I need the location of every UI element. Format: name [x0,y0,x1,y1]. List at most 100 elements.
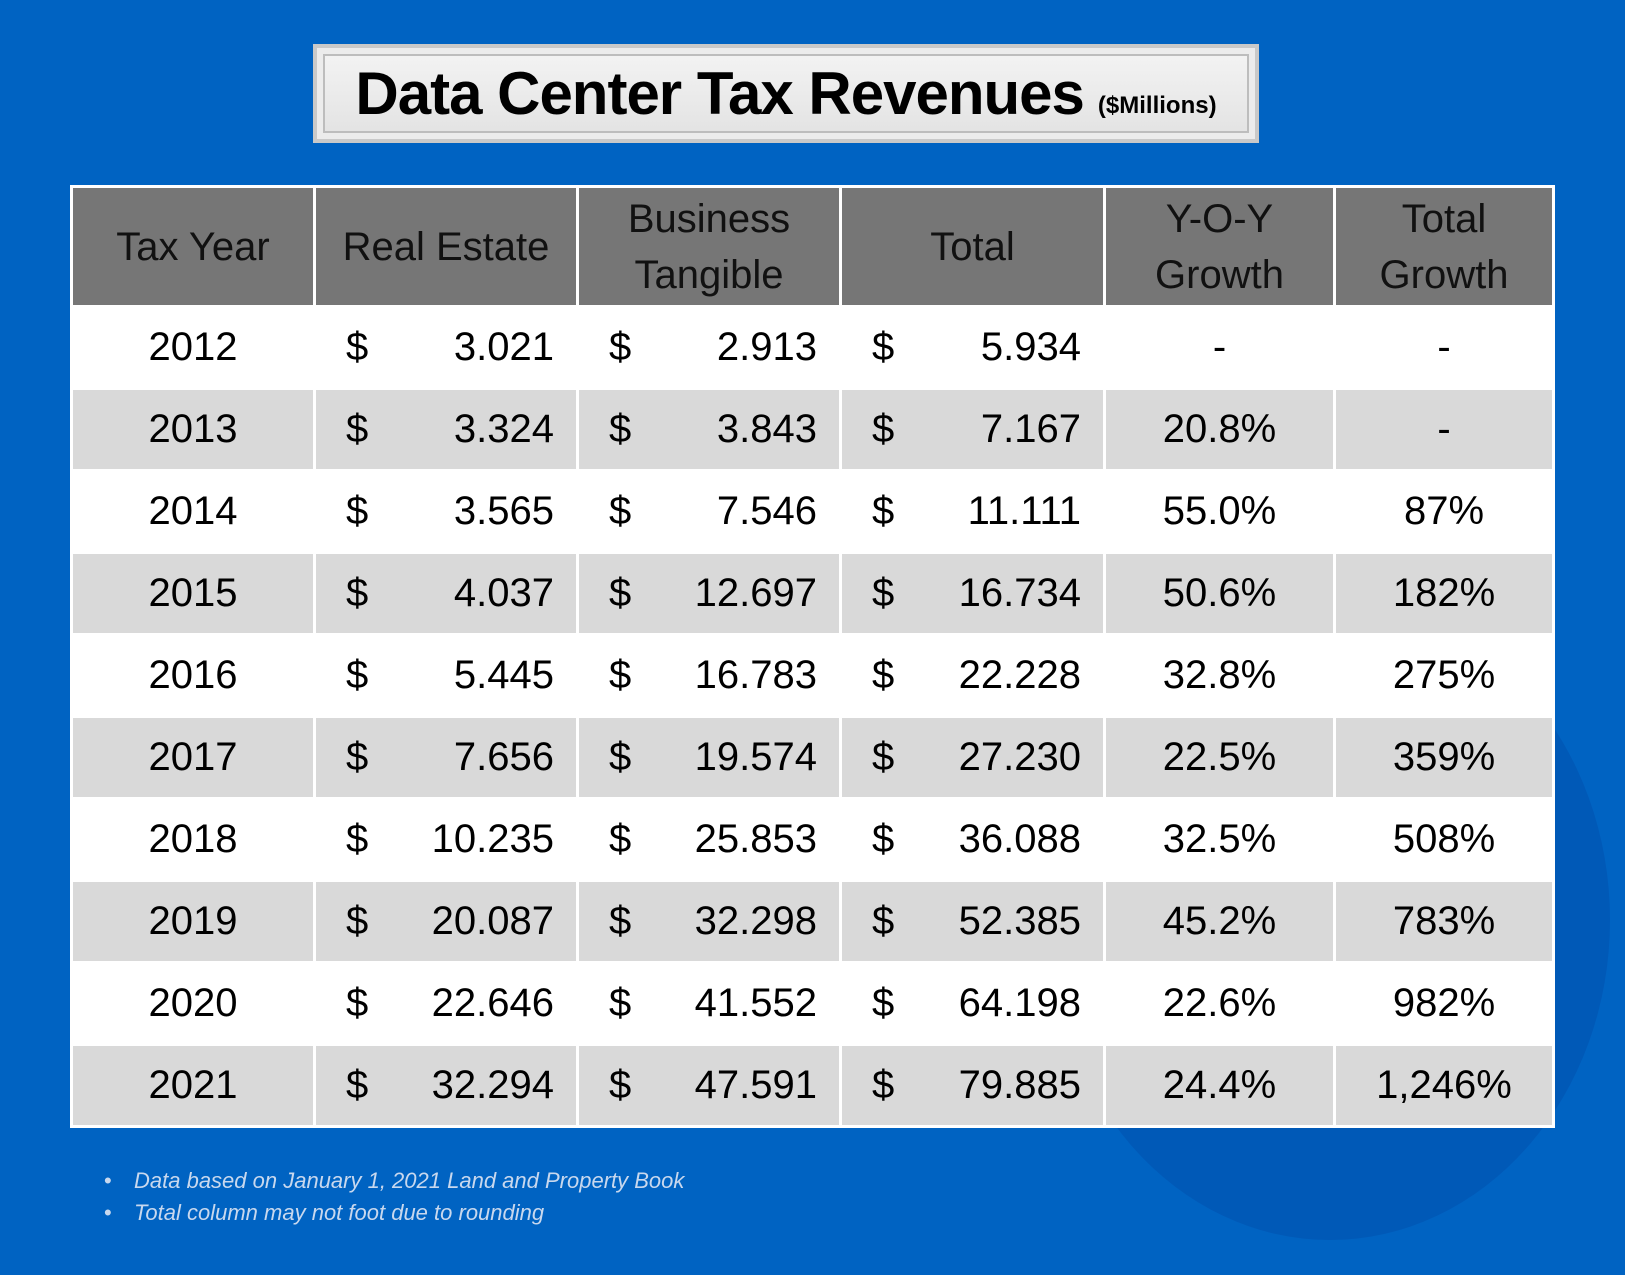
currency-symbol: $ [872,817,895,861]
amount: 3.843 [716,407,817,451]
money-value: $5.445 [316,653,576,698]
currency-symbol: $ [872,899,895,943]
cell-business: $3.843 [576,387,842,472]
money-value: $5.934 [842,325,1103,370]
cell-total-growth: 182% [1333,551,1555,636]
column-header: Y-O-Y Growth [1103,185,1336,308]
money-value: $25.853 [579,817,839,862]
table-row: 2018 $10.235 $25.853 $36.088 32.5% 508% [70,797,1555,882]
currency-symbol: $ [346,1063,369,1107]
currency-symbol: $ [872,1063,895,1107]
money-value: $32.298 [579,899,839,944]
cell-business: $41.552 [576,961,842,1046]
cell-yoy: 24.4% [1103,1043,1336,1128]
amount: 27.230 [958,735,1081,779]
money-value: $27.230 [842,735,1103,780]
currency-symbol: $ [609,653,632,697]
column-header: Business Tangible [576,185,842,308]
cell-total-growth: 1,246% [1333,1043,1555,1128]
amount: 64.198 [958,981,1081,1025]
cell-total: $36.088 [839,797,1106,882]
unit-label: ($Millions) [1097,91,1217,119]
currency-symbol: $ [609,981,632,1025]
cell-total: $27.230 [839,715,1106,800]
cell-business: $19.574 [576,715,842,800]
currency-symbol: $ [872,571,895,615]
cell-business: $2.913 [576,305,842,390]
amount: 3.021 [453,325,554,369]
table-row: 2012 $3.021 $2.913 $5.934- - [70,305,1555,390]
money-value: $19.574 [579,735,839,780]
currency-symbol: $ [346,407,369,451]
amount: 32.298 [694,899,817,943]
cell-real-estate: $20.087 [313,879,579,964]
amount: 3.565 [453,489,554,533]
table-row: 2014 $3.565 $7.546 $11.111 55.0% 87% [70,469,1555,554]
cell-total: $52.385 [839,879,1106,964]
currency-symbol: $ [346,571,369,615]
currency-symbol: $ [346,735,369,779]
amount: 22.646 [431,981,554,1025]
currency-symbol: $ [609,571,632,615]
amount: 22.228 [958,653,1081,697]
cell-year: 2021 [70,1043,316,1128]
currency-symbol: $ [872,735,895,779]
footnote-text: Data based on January 1, 2021 Land and P… [134,1168,685,1193]
money-value: $3.324 [316,407,576,452]
cell-year: 2020 [70,961,316,1046]
money-value: $22.646 [316,981,576,1026]
currency-symbol: $ [609,407,632,451]
table-row: 2019 $20.087 $32.298 $52.385 45.2% 783% [70,879,1555,964]
cell-total-growth: 783% [1333,879,1555,964]
currency-symbol: $ [609,1063,632,1107]
footnote: • Data based on January 1, 2021 Land and … [104,1168,684,1194]
table-row: 2020 $22.646 $41.552 $64.198 22.6% 982% [70,961,1555,1046]
amount: 79.885 [958,1063,1081,1107]
cell-total-growth: 359% [1333,715,1555,800]
cell-year: 2014 [70,469,316,554]
money-value: $16.783 [579,653,839,698]
currency-symbol: $ [872,981,895,1025]
cell-year: 2017 [70,715,316,800]
money-value: $7.167 [842,407,1103,452]
money-value: $47.591 [579,1063,839,1108]
cell-total: $11.111 [839,469,1106,554]
amount: 20.087 [431,899,554,943]
amount: 4.037 [453,571,554,615]
cell-real-estate: $3.565 [313,469,579,554]
amount: 5.445 [453,653,554,697]
amount: 52.385 [958,899,1081,943]
money-value: $4.037 [316,571,576,616]
cell-total-growth: 87% [1333,469,1555,554]
currency-symbol: $ [609,489,632,533]
amount: 16.734 [958,571,1081,615]
money-value: $64.198 [842,981,1103,1026]
cell-business: $47.591 [576,1043,842,1128]
cell-total-growth: 508% [1333,797,1555,882]
currency-symbol: $ [346,653,369,697]
cell-year: 2015 [70,551,316,636]
cell-business: $25.853 [576,797,842,882]
cell-real-estate: $3.021 [313,305,579,390]
column-header: Total [839,185,1106,308]
cell-business: $7.546 [576,469,842,554]
money-value: $41.552 [579,981,839,1026]
money-value: $36.088 [842,817,1103,862]
money-value: $11.111 [842,489,1103,534]
footnote: • Total column may not foot due to roundi… [104,1200,544,1226]
table-row: 2015 $4.037 $12.697 $16.734 50.6% 182% [70,551,1555,636]
cell-year: 2016 [70,633,316,718]
amount: 11.111 [967,489,1081,533]
cell-total: $7.167 [839,387,1106,472]
cell-real-estate: $7.656 [313,715,579,800]
bullet-icon: • [104,1168,112,1193]
currency-symbol: $ [346,325,369,369]
cell-business: $16.783 [576,633,842,718]
cell-total: $79.885 [839,1043,1106,1128]
amount: 7.167 [980,407,1081,451]
currency-symbol: $ [346,817,369,861]
cell-real-estate: $4.037 [313,551,579,636]
money-value: $32.294 [316,1063,576,1108]
cell-real-estate: $10.235 [313,797,579,882]
money-value: $3.021 [316,325,576,370]
